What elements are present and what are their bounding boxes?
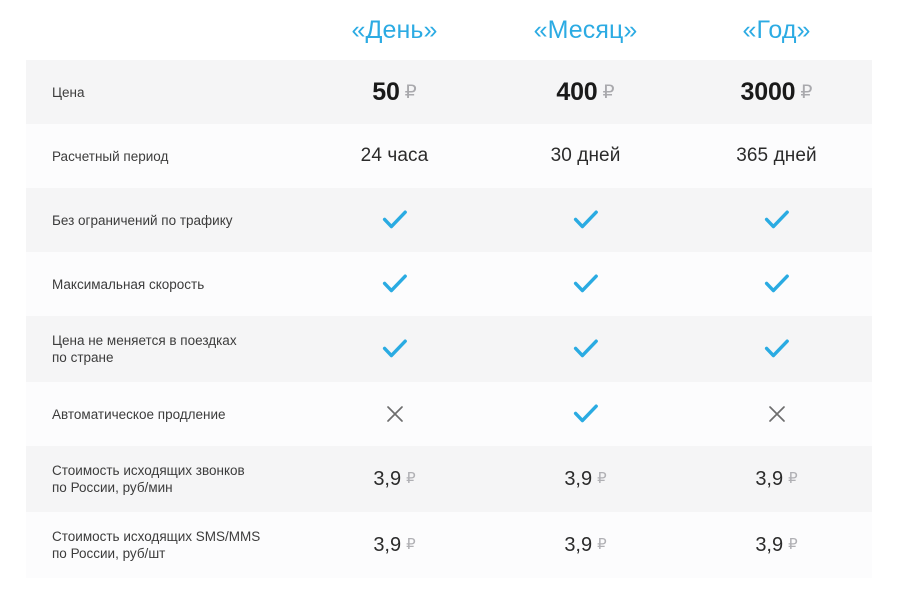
row-label: Стоимость исходящих звонков по России, ру… xyxy=(26,462,299,496)
row-label-line: Стоимость исходящих звонков xyxy=(52,463,245,478)
period-value: 30 дней xyxy=(550,145,621,166)
cell-year: 3,9 ₽ xyxy=(681,534,872,557)
cell-year: 3,9 ₽ xyxy=(681,468,872,491)
rate-amount: 3,9 xyxy=(564,467,593,490)
check-icon xyxy=(573,338,599,360)
table-row: Стоимость исходящих SMS/MMS по России, ру… xyxy=(26,512,872,578)
check-icon xyxy=(382,273,408,295)
check-icon xyxy=(573,209,599,231)
row-label-line: по России, руб/мин xyxy=(52,480,173,495)
row-label: Без ограничений по трафику xyxy=(26,212,299,229)
rate-amount: 3,9 xyxy=(755,533,784,556)
check-icon xyxy=(764,338,790,360)
row-label-line: по стране xyxy=(52,350,114,365)
rate-currency-symbol: ₽ xyxy=(788,535,798,553)
rate-currency-symbol: ₽ xyxy=(597,469,607,487)
row-label-line: Максимальная скорость xyxy=(52,276,205,292)
table-header-row: «День» «Месяц» «Год» xyxy=(26,0,872,60)
cell-month xyxy=(490,338,681,360)
price-currency-symbol: ₽ xyxy=(800,81,813,103)
cross-icon xyxy=(766,403,788,425)
row-label: Стоимость исходящих SMS/MMS по России, ру… xyxy=(26,528,299,562)
price-amount: 400 xyxy=(556,77,598,106)
cell-day xyxy=(299,273,490,295)
period-value: 24 часа xyxy=(360,145,429,166)
cell-day: 24 часа xyxy=(299,145,490,167)
check-icon xyxy=(382,338,408,360)
rate-amount: 3,9 xyxy=(373,467,402,490)
rate-amount: 3,9 xyxy=(755,467,784,490)
table-row: Без ограничений по трафику xyxy=(26,188,872,252)
rate-currency-symbol: ₽ xyxy=(597,535,607,553)
plan-header-month[interactable]: «Месяц» xyxy=(533,16,638,44)
cell-day xyxy=(299,403,490,425)
price-currency-symbol: ₽ xyxy=(602,81,615,103)
rate-amount: 3,9 xyxy=(564,533,593,556)
check-icon xyxy=(573,273,599,295)
row-label: Автоматическое продление xyxy=(26,406,299,423)
row-label-line: Цена xyxy=(52,84,85,100)
table-row: Автоматическое продление xyxy=(26,382,872,446)
row-label-line: Без ограничений по трафику xyxy=(52,212,233,228)
cross-icon xyxy=(384,403,406,425)
rate-currency-symbol: ₽ xyxy=(406,535,416,553)
cell-year xyxy=(681,403,872,425)
row-label: Цена не меняется в поездках по стране xyxy=(26,332,299,366)
price-currency-symbol: ₽ xyxy=(404,81,417,103)
row-label-line: Автоматическое продление xyxy=(52,406,226,422)
plan-header-year[interactable]: «Год» xyxy=(742,16,811,44)
check-icon xyxy=(764,273,790,295)
price-amount: 50 xyxy=(372,77,400,106)
cell-day: 3,9 ₽ xyxy=(299,468,490,491)
check-icon xyxy=(382,209,408,231)
cell-year: 3000 ₽ xyxy=(681,78,872,107)
row-label-line: по России, руб/шт xyxy=(52,546,166,561)
table-row: Стоимость исходящих звонков по России, ру… xyxy=(26,446,872,512)
row-label: Максимальная скорость xyxy=(26,276,299,293)
row-label-line: Расчетный период xyxy=(52,148,169,164)
cell-year xyxy=(681,273,872,295)
rate-amount: 3,9 xyxy=(373,533,402,556)
rate-currency-symbol: ₽ xyxy=(788,469,798,487)
cell-year: 365 дней xyxy=(681,145,872,167)
check-icon xyxy=(573,403,599,425)
cell-day xyxy=(299,338,490,360)
table-row: Цена 50 ₽400 ₽3000 ₽ xyxy=(26,60,872,124)
row-label: Цена xyxy=(26,84,299,101)
rate-currency-symbol: ₽ xyxy=(406,469,416,487)
cell-day: 50 ₽ xyxy=(299,78,490,107)
row-label-line: Цена не меняется в поездках xyxy=(52,333,237,348)
cell-day: 3,9 ₽ xyxy=(299,534,490,557)
table-row: Расчетный период 24 часа 30 дней 365 дней xyxy=(26,124,872,188)
cell-day xyxy=(299,209,490,231)
plan-header-day[interactable]: «День» xyxy=(351,16,438,44)
comparison-table-body: Цена 50 ₽400 ₽3000 ₽ Расчетный период 24 часа 3… xyxy=(26,60,872,578)
cell-month xyxy=(490,403,681,425)
price-amount: 3000 xyxy=(740,77,796,106)
cell-month: 3,9 ₽ xyxy=(490,534,681,557)
check-icon xyxy=(764,209,790,231)
cell-year xyxy=(681,209,872,231)
row-label-line: Стоимость исходящих SMS/MMS xyxy=(52,529,261,544)
table-row: Цена не меняется в поездках по стране xyxy=(26,316,872,382)
cell-month: 3,9 ₽ xyxy=(490,468,681,491)
period-value: 365 дней xyxy=(736,145,817,166)
row-label: Расчетный период xyxy=(26,148,299,165)
cell-month: 400 ₽ xyxy=(490,78,681,107)
cell-year xyxy=(681,338,872,360)
table-row: Максимальная скорость xyxy=(26,252,872,316)
cell-month xyxy=(490,209,681,231)
cell-month xyxy=(490,273,681,295)
cell-month: 30 дней xyxy=(490,145,681,167)
